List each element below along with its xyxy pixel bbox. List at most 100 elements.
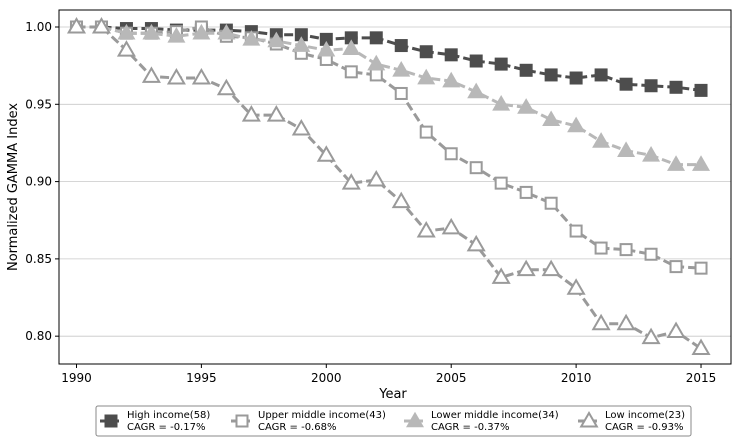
data-point — [242, 30, 261, 46]
x-tick-label: 2010 — [561, 371, 592, 385]
data-point — [369, 68, 383, 82]
y-tick-label: 1.00 — [25, 20, 52, 34]
data-point — [594, 68, 608, 82]
axis-ticks: 0.80 0.85 0.90 0.95 1.00 1990 1995 2000 2005 2010… — [25, 20, 716, 385]
legend-label: Upper middle income(43) — [258, 410, 386, 421]
legend-cagr: CAGR = -0.17% — [127, 422, 205, 433]
data-point — [392, 60, 411, 77]
y-tick-label: 0.85 — [25, 252, 52, 266]
legend: High income(58)CAGR = -0.17% Upper middle… — [95, 405, 692, 437]
data-point — [469, 161, 483, 175]
x-tick-label: 1990 — [61, 371, 92, 385]
data-point — [192, 23, 211, 40]
data-point — [291, 118, 311, 136]
data-point — [592, 132, 611, 148]
data-point — [591, 313, 611, 331]
data-point — [616, 313, 636, 331]
data-point — [669, 80, 683, 94]
data-point — [216, 78, 236, 96]
data-point — [419, 45, 433, 59]
data-point — [541, 259, 561, 277]
data-point — [617, 141, 636, 157]
data-point — [619, 243, 633, 257]
data-point — [341, 173, 361, 190]
data-point — [141, 66, 161, 83]
x-tick-label: 2005 — [436, 371, 467, 385]
data-point — [694, 83, 708, 97]
series-group — [66, 16, 711, 356]
legend-marker — [579, 410, 599, 428]
data-point — [241, 105, 261, 122]
legend-cagr: CAGR = -0.93% — [605, 422, 683, 433]
legend-marker — [406, 411, 424, 428]
data-point — [569, 71, 583, 85]
data-point — [469, 54, 483, 68]
y-axis-title: Normalized GAMMA Index — [6, 103, 21, 271]
data-point — [367, 54, 386, 71]
data-point — [594, 241, 608, 255]
data-point — [91, 16, 111, 34]
data-point — [692, 155, 711, 171]
data-point — [419, 125, 433, 139]
legend-label: Low income(23) — [605, 410, 685, 421]
y-tick-label: 0.90 — [25, 175, 52, 189]
data-point — [492, 94, 511, 111]
series-2 — [69, 20, 708, 275]
data-point — [516, 259, 536, 277]
data-point — [391, 191, 411, 209]
data-point — [319, 32, 333, 46]
data-point — [366, 169, 386, 187]
data-point — [566, 278, 586, 295]
data-point — [116, 40, 136, 57]
data-point — [544, 68, 558, 82]
data-point — [394, 39, 408, 53]
legend-marker — [235, 414, 249, 428]
legend-label: Lower middle income(34) — [431, 410, 559, 421]
data-point — [567, 116, 586, 133]
data-point — [691, 338, 711, 356]
legend-cagr: CAGR = -0.37% — [431, 422, 509, 433]
data-point — [494, 57, 508, 71]
x-axis-title: Year — [378, 387, 407, 402]
data-point — [166, 67, 186, 85]
data-point — [569, 224, 583, 238]
data-point — [441, 217, 461, 235]
data-point — [669, 260, 683, 274]
data-point — [294, 28, 308, 42]
data-point — [66, 16, 87, 34]
data-point — [217, 23, 236, 40]
legend-frame — [95, 405, 692, 437]
data-point — [369, 31, 383, 45]
data-point — [466, 234, 486, 252]
legend-cagr: CAGR = -0.68% — [258, 422, 336, 433]
data-point — [142, 23, 161, 40]
data-point — [316, 145, 336, 162]
data-point — [494, 176, 508, 190]
data-point — [444, 48, 458, 62]
data-point — [542, 110, 561, 127]
data-point — [544, 196, 558, 210]
y-tick-label: 0.95 — [25, 97, 52, 111]
data-point — [317, 40, 336, 57]
series-4 — [66, 16, 711, 356]
data-point — [641, 327, 661, 345]
data-point — [417, 68, 436, 85]
data-point — [491, 267, 511, 284]
y-tick-label: 0.80 — [25, 329, 52, 343]
data-point — [619, 77, 633, 91]
data-point — [444, 147, 458, 161]
data-point — [342, 39, 361, 55]
data-point — [666, 321, 686, 338]
data-point — [344, 31, 358, 45]
legend-label: High income(58) — [127, 410, 210, 421]
plot-frame — [58, 9, 732, 365]
data-point — [644, 79, 658, 93]
data-point — [694, 261, 708, 275]
data-point — [644, 247, 658, 261]
data-point — [667, 155, 686, 171]
x-tick-label: 1995 — [186, 371, 217, 385]
data-point — [519, 63, 533, 77]
data-point — [117, 23, 136, 40]
data-point — [292, 36, 311, 52]
